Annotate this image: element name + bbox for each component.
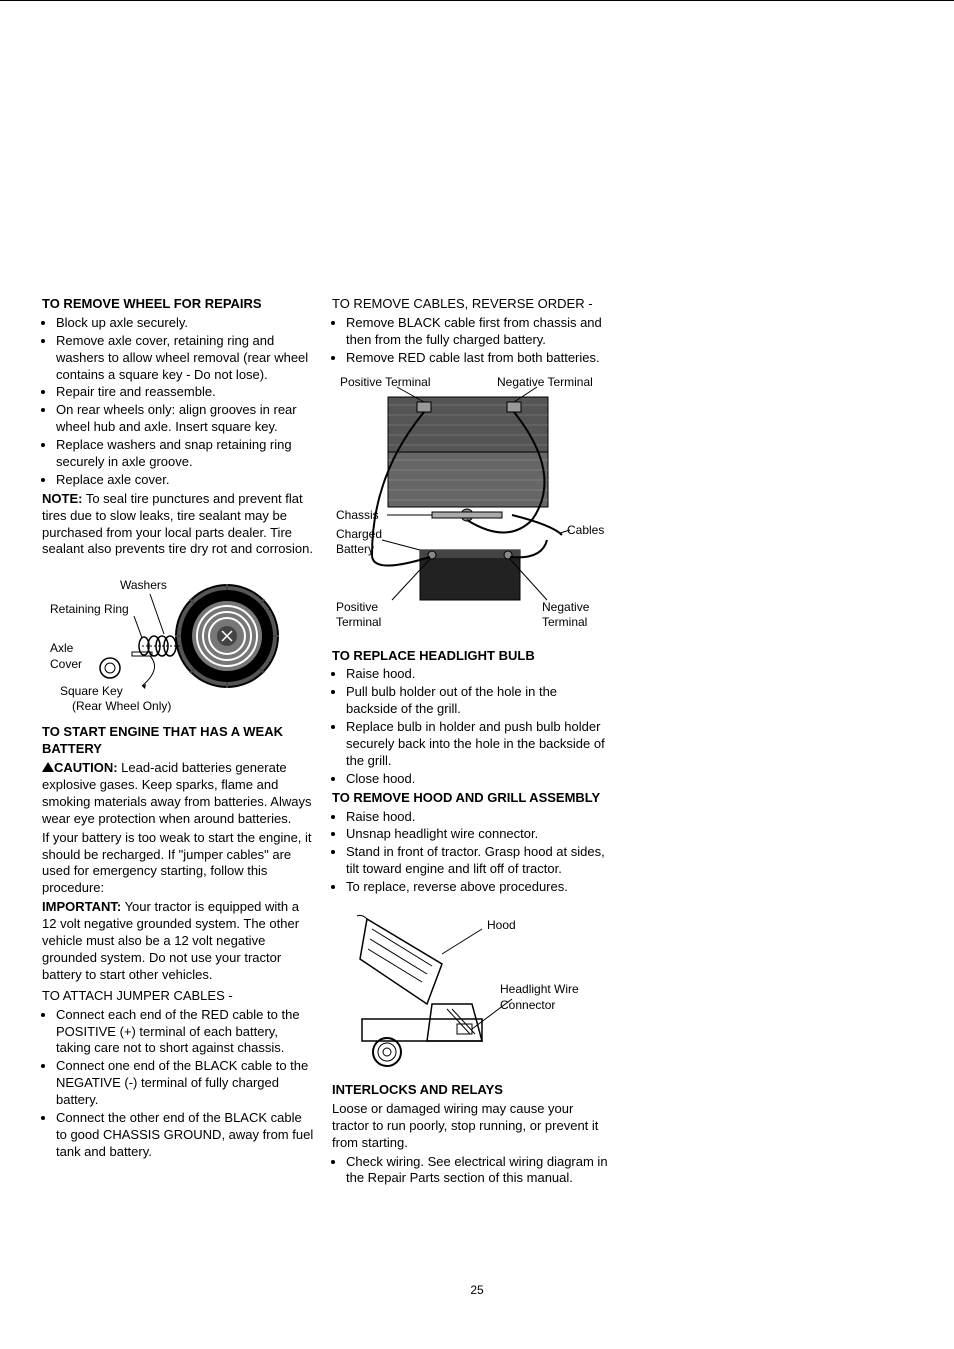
list-item: Connect one end of the BLACK cable to th… (56, 1058, 314, 1109)
hood-diagram: Hood Headlight Wire Connector (332, 904, 610, 1074)
list-item: Repair tire and reassemble. (56, 384, 314, 401)
left-column: TO REMOVE WHEEL FOR REPAIRS Block up axl… (42, 296, 314, 1189)
pos-terminal-bot-label: Positive Terminal (336, 600, 381, 631)
hood-heading: TO REMOVE HOOD AND GRILL ASSEMBLY (332, 790, 610, 807)
important-paragraph: IMPORTANT: Your tractor is equipped with… (42, 899, 314, 983)
list-item: Replace bulb in holder and push bulb hol… (346, 719, 610, 770)
list-item: Replace axle cover. (56, 472, 314, 489)
interlocks-text: Loose or damaged wiring may cause your t… (332, 1101, 610, 1152)
headlight-heading: TO REPLACE HEADLIGHT BULB (332, 648, 610, 665)
list-item: To replace, reverse above procedures. (346, 879, 610, 896)
note-label: NOTE: (42, 491, 82, 506)
charged-battery-label: Charged Battery (336, 527, 382, 558)
caution-label: CAUTION: (54, 760, 118, 775)
retaining-ring-label: Retaining Ring (50, 602, 129, 618)
note-paragraph: NOTE: To seal tire punctures and prevent… (42, 491, 314, 559)
list-item: Check wiring. See electrical wiring diag… (346, 1154, 610, 1188)
remove-wheel-list: Block up axle securely. Remove axle cove… (42, 315, 314, 489)
list-item: Remove RED cable last from both batterie… (346, 350, 610, 367)
list-item: Block up axle securely. (56, 315, 314, 332)
list-item: Unsnap headlight wire connector. (346, 826, 610, 843)
weak-battery-heading: TO START ENGINE THAT HAS A WEAK BATTERY (42, 724, 314, 758)
list-item: On rear wheels only: align grooves in re… (56, 402, 314, 436)
remove-cables-list: Remove BLACK cable first from chassis an… (332, 315, 610, 367)
wheel-diagram: Washers Retaining Ring Axle Cover Square… (42, 566, 314, 716)
list-item: Remove axle cover, retaining ring and wa… (56, 333, 314, 384)
square-key-label: Square Key (60, 684, 123, 700)
remove-wheel-heading: TO REMOVE WHEEL FOR REPAIRS (42, 296, 314, 313)
axle-cover-label: Axle Cover (50, 641, 82, 672)
page-number: 25 (470, 1283, 483, 1299)
hood-list: Raise hood. Unsnap headlight wire connec… (332, 809, 610, 896)
list-item: Stand in front of tractor. Grasp hood at… (346, 844, 610, 878)
caution-paragraph: CAUTION: Lead-acid batteries generate ex… (42, 760, 314, 828)
list-item: Connect the other end of the BLACK cable… (56, 1110, 314, 1161)
attach-jumper-list: Connect each end of the RED cable to the… (42, 1007, 314, 1161)
list-item: Close hood. (346, 771, 610, 788)
interlocks-heading: INTERLOCKS AND RELAYS (332, 1082, 610, 1099)
headlight-list: Raise hood. Pull bulb holder out of the … (332, 666, 610, 787)
list-item: Raise hood. (346, 666, 610, 683)
note-text: To seal tire punctures and prevent flat … (42, 491, 313, 557)
two-column-layout: TO REMOVE WHEEL FOR REPAIRS Block up axl… (42, 296, 634, 1189)
cables-label: Cables (567, 523, 604, 539)
neg-terminal-top-label: Negative Terminal (497, 375, 593, 391)
remove-cables-heading: TO REMOVE CABLES, REVERSE ORDER - (332, 296, 610, 313)
list-item: Replace washers and snap retaining ring … (56, 437, 314, 471)
chassis-label: Chassis (336, 508, 379, 524)
headlight-connector-label: Headlight Wire Connector (500, 982, 579, 1013)
rear-wheel-label: (Rear Wheel Only) (72, 699, 171, 715)
list-item: Pull bulb holder out of the hole in the … (346, 684, 610, 718)
pos-terminal-top-label: Positive Terminal (340, 375, 430, 391)
hood-label: Hood (487, 918, 516, 934)
list-item: Connect each end of the RED cable to the… (56, 1007, 314, 1058)
battery-diagram: Positive Terminal Negative Terminal Chas… (332, 375, 610, 640)
page-edge (0, 0, 954, 1)
neg-terminal-bot-label: Negative Terminal (542, 600, 589, 631)
manual-page: TO REMOVE WHEEL FOR REPAIRS Block up axl… (0, 0, 954, 1349)
interlocks-list: Check wiring. See electrical wiring diag… (332, 1154, 610, 1188)
warning-icon (42, 762, 54, 772)
weak-battery-text: If your battery is too weak to start the… (42, 830, 314, 898)
list-item: Raise hood. (346, 809, 610, 826)
attach-jumper-heading: TO ATTACH JUMPER CABLES - (42, 988, 314, 1005)
washers-label: Washers (120, 578, 167, 594)
right-column: TO REMOVE CABLES, REVERSE ORDER - Remove… (332, 296, 610, 1189)
list-item: Remove BLACK cable first from chassis an… (346, 315, 610, 349)
important-label: IMPORTANT: (42, 899, 121, 914)
